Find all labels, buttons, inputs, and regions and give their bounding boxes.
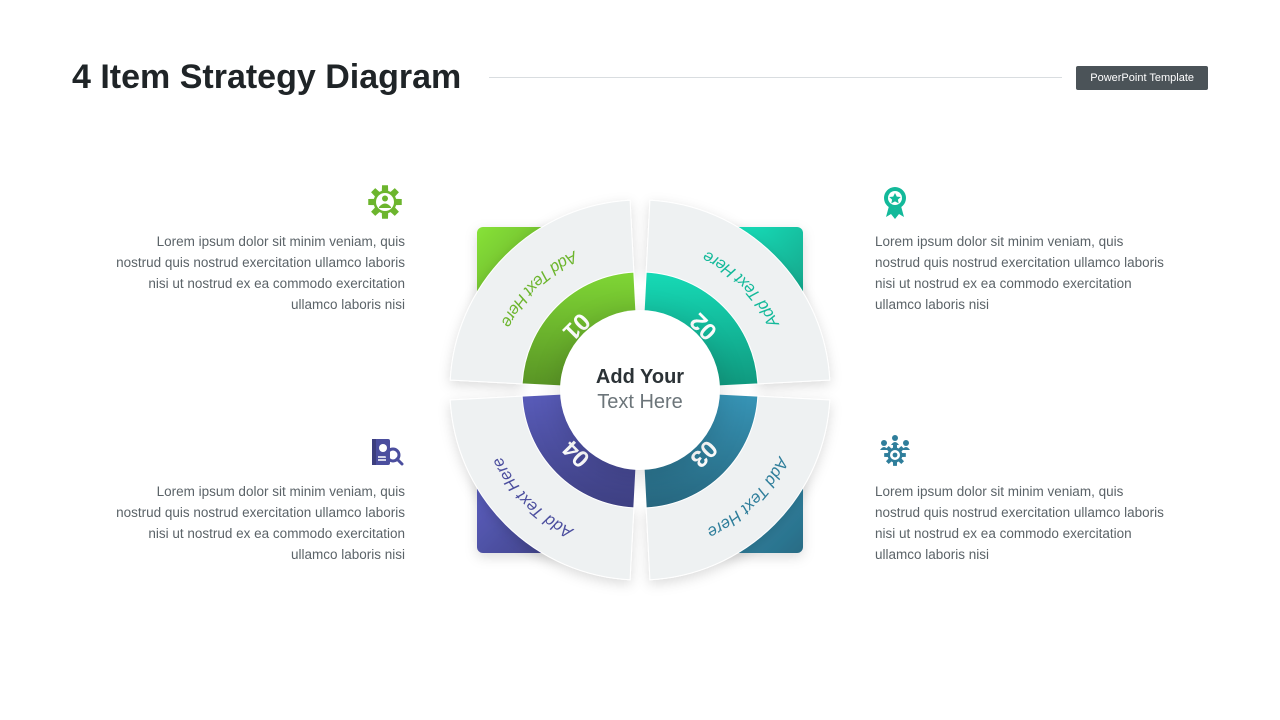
strategy-diagram: Add Text Here01Add Text Here02Add Text H…	[440, 190, 840, 590]
center-line2: Text Here	[597, 391, 683, 414]
header: 4 Item Strategy Diagram PowerPoint Templ…	[72, 58, 1208, 97]
segment-4-body: Lorem ipsum dolor sit minim veniam, quis…	[110, 482, 405, 566]
team-gear-icon	[875, 432, 915, 472]
gear-person-icon	[365, 182, 405, 222]
segment-1-block: Lorem ipsum dolor sit minim veniam, quis…	[110, 182, 405, 316]
center-circle: Add Your Text Here	[560, 310, 720, 470]
segment-1-body: Lorem ipsum dolor sit minim veniam, quis…	[110, 232, 405, 316]
segment-2-block: Lorem ipsum dolor sit minim veniam, quis…	[875, 182, 1170, 316]
segment-2-body: Lorem ipsum dolor sit minim veniam, quis…	[875, 232, 1170, 316]
title-divider	[489, 77, 1062, 78]
book-search-icon	[365, 432, 405, 472]
segment-3-body: Lorem ipsum dolor sit minim veniam, quis…	[875, 482, 1170, 566]
template-badge: PowerPoint Template	[1076, 66, 1208, 90]
segment-4-block: Lorem ipsum dolor sit minim veniam, quis…	[110, 432, 405, 566]
segment-3-block: Lorem ipsum dolor sit minim veniam, quis…	[875, 432, 1170, 566]
award-icon	[875, 182, 915, 222]
page-title: 4 Item Strategy Diagram	[72, 58, 461, 97]
center-line1: Add Your	[596, 366, 684, 389]
